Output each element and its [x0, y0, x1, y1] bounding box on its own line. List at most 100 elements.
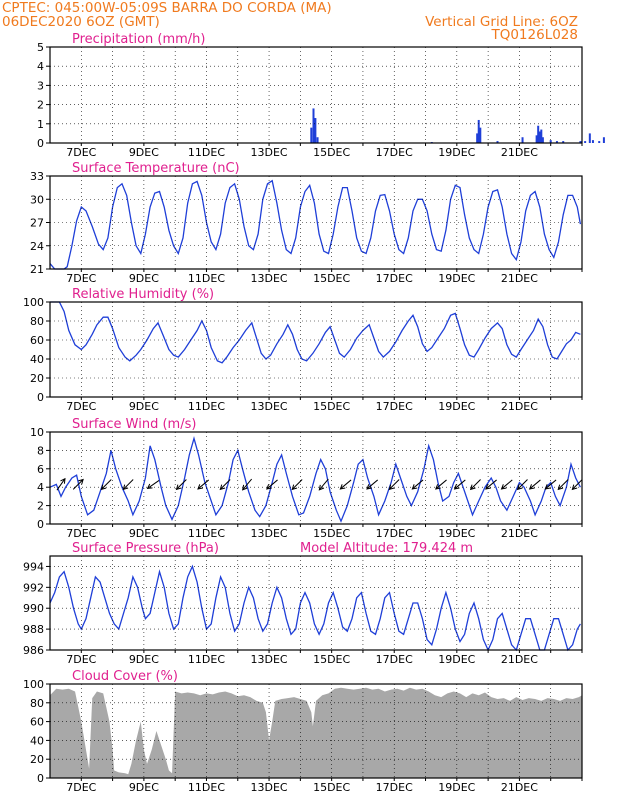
x-tick-label: 21DEC [501, 400, 538, 413]
y-tick-label: 20 [30, 372, 44, 385]
x-tick-label: 19DEC [438, 146, 475, 159]
wind-arrow-head [571, 484, 578, 491]
wind-arrow-shaft [529, 479, 541, 490]
y-tick-label: 990 [23, 602, 44, 615]
wind-arrow-shaft [176, 479, 187, 490]
wind-arrow-head [266, 484, 272, 490]
x-tick-label: 15DEC [313, 781, 350, 794]
panel-frame [49, 555, 583, 651]
wind-arrow-shaft [454, 479, 466, 490]
temp-series-line [49, 179, 582, 270]
x-tick-label: 17DEC [376, 527, 413, 540]
wind-arrow-shaft [517, 479, 528, 490]
wind-arrow-head [544, 484, 551, 490]
wind-arrow-head [318, 484, 325, 491]
precip-bar [579, 141, 582, 143]
x-tick-label: 11DEC [188, 146, 225, 159]
precip-bar [541, 137, 544, 143]
wind-arrow-shaft [545, 479, 557, 490]
x-tick-label: 7DEC [66, 146, 96, 159]
wind-arrow-head [78, 478, 84, 485]
precip-bar [584, 141, 587, 143]
y-tick-label: 0 [37, 391, 44, 404]
y-tick-label: 6 [37, 463, 44, 476]
wind-arrow-shaft [366, 479, 379, 490]
x-tick-label: 21DEC [501, 781, 538, 794]
y-tick-label: 40 [30, 734, 44, 747]
wind-arrow-shaft [572, 479, 583, 490]
x-tick-label: 11DEC [188, 653, 225, 666]
wind-arrow-head [219, 484, 226, 491]
wind-arrow-head [241, 484, 248, 491]
precip-bar [591, 140, 594, 143]
y-tick-label: 992 [23, 581, 44, 594]
panels: Precipitation (mm/h) 0 1 2 3 4 5 7DEC 9DEC 11DEC 1… [23, 32, 605, 794]
x-tick-label: 15DEC [313, 400, 350, 413]
x-tick-label: 13DEC [251, 400, 288, 413]
wind-arrow-shaft [501, 479, 513, 490]
header-station: CPTEC: 045:00W-05:09S BARRA DO CORDA (MA… [2, 0, 332, 16]
x-tick-label: 21DEC [501, 527, 538, 540]
x-tick-label: 21DEC [501, 653, 538, 666]
wind-arrow-shaft [101, 479, 112, 490]
x-tick-label: 17DEC [376, 146, 413, 159]
x-tick-label: 9DEC [129, 527, 159, 540]
y-tick-label: 20 [30, 753, 44, 766]
x-tick-label: 11DEC [188, 527, 225, 540]
wind-arrow-head [122, 484, 129, 491]
x-tick-label: 9DEC [129, 272, 159, 285]
wind-arrow-shaft [242, 478, 253, 491]
y-tick-label: 100 [23, 296, 44, 309]
precip-bar [521, 137, 524, 143]
y-tick-label: 60 [30, 334, 44, 347]
y-tick-label: 0 [37, 772, 44, 785]
panel-temp: Surface Temperature (nC) 21 24 27 30 33 7DEC 9D… [30, 161, 583, 285]
panel-cloud: Cloud Cover (%) 0 20 40 60 80 100 7DEC 9DEC 11DEC… [23, 669, 583, 794]
wind-arrow-shaft [470, 479, 481, 490]
x-tick-label: 15DEC [313, 527, 350, 540]
panel-title: Relative Humidity (%) [72, 287, 214, 302]
wind-arrow-shaft [412, 479, 424, 490]
precip-bar [555, 141, 558, 143]
wind-arrow-shaft [122, 479, 134, 490]
wind-arrow-shaft [557, 479, 569, 490]
precip-bar [496, 141, 499, 143]
panel-title: Surface Wind (m/s) [72, 417, 196, 432]
precip-bar [479, 127, 482, 143]
panel-title: Surface Pressure (hPa) [72, 541, 219, 556]
x-tick-label: 9DEC [129, 146, 159, 159]
wind-arrow-head [500, 484, 507, 490]
x-tick-label: 11DEC [188, 272, 225, 285]
y-tick-label: 2 [37, 500, 44, 513]
header: CPTEC: 045:00W-05:09S BARRA DO CORDA (MA… [2, 0, 578, 43]
y-tick-label: 24 [30, 240, 44, 253]
wind-arrow-shaft [318, 478, 329, 491]
y-tick-label: 10 [30, 426, 44, 439]
rh-series-line [50, 301, 581, 364]
y-tick-label: 80 [30, 315, 44, 328]
cloud-area [50, 687, 582, 778]
precip-bar [562, 141, 565, 143]
x-tick-label: 15DEC [313, 272, 350, 285]
x-tick-label: 11DEC [188, 400, 225, 413]
y-tick-label: 0 [37, 518, 44, 531]
wind-arrow-head [469, 484, 476, 491]
panel-title: Surface Temperature (nC) [72, 161, 240, 176]
wind-arrow-head [528, 484, 535, 490]
x-tick-label: 13DEC [251, 146, 288, 159]
x-tick-label: 9DEC [129, 781, 159, 794]
x-tick-label: 13DEC [251, 272, 288, 285]
y-tick-label: 30 [30, 193, 44, 206]
wind-arrow-head [516, 484, 523, 491]
header-grid-line: Vertical Grid Line: 6OZ [425, 14, 578, 30]
precip-bar [310, 127, 313, 143]
wind-arrow-head [197, 484, 203, 490]
panel-frame [49, 301, 583, 398]
panel-rh: Relative Humidity (%) 0 20 40 60 80 100 7DEC 9DE… [23, 287, 583, 413]
x-tick-label: 15DEC [313, 653, 350, 666]
precip-bar [549, 140, 552, 143]
wind-arrow-head [366, 484, 372, 490]
y-tick-label: 8 [37, 444, 44, 457]
wind-arrow-shaft [197, 479, 210, 490]
